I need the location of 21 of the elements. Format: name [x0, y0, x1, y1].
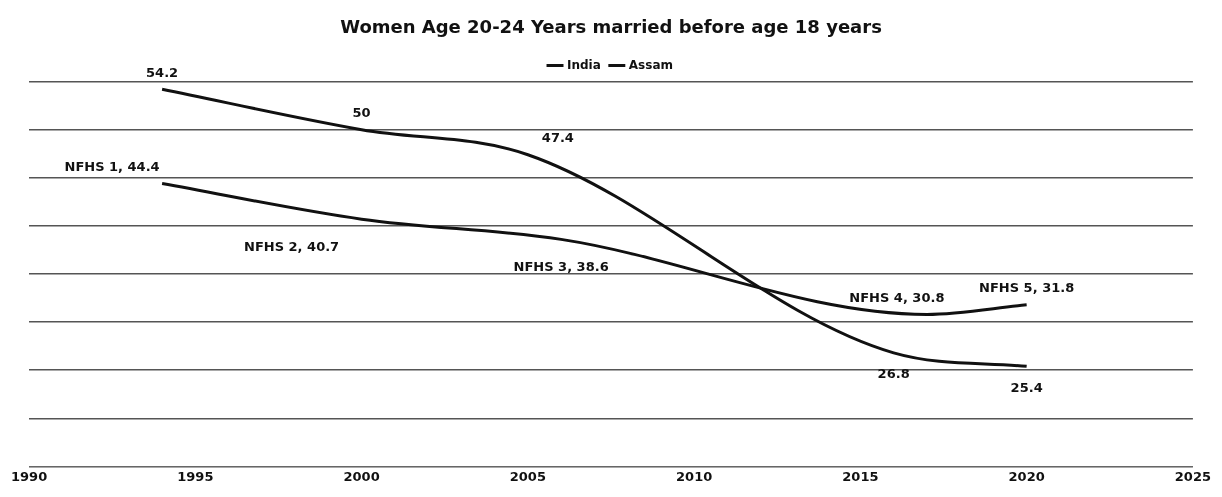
data-label: NFHS 3, 38.6 [513, 258, 609, 274]
x-tick-label: 2015 [842, 468, 879, 484]
data-label: 47.4 [541, 130, 574, 146]
data-label: NFHS 5, 31.8 [979, 280, 1075, 296]
x-tick-label: 2020 [1008, 468, 1045, 484]
data-label: 54.2 [146, 64, 179, 80]
legend-label: Assam [628, 57, 673, 72]
x-tick-label: 1995 [177, 468, 214, 484]
data-label: 50 [352, 105, 371, 121]
data-label: NFHS 4, 30.8 [849, 289, 945, 305]
x-tick-label: 2005 [509, 468, 546, 484]
data-label: 26.8 [877, 366, 910, 382]
chart-title: Women Age 20-24 Years married before age 18 years [340, 16, 882, 38]
data-label: 25.4 [1010, 379, 1043, 395]
x-tick-label: 2010 [676, 468, 713, 484]
x-tick-label: 2000 [343, 468, 380, 484]
x-tick-label: 2025 [1174, 468, 1211, 484]
x-tick-label: 1990 [11, 468, 48, 484]
data-label: NFHS 2, 40.7 [244, 238, 340, 254]
legend-label: India [567, 57, 601, 72]
data-label: NFHS 1, 44.4 [64, 158, 160, 174]
